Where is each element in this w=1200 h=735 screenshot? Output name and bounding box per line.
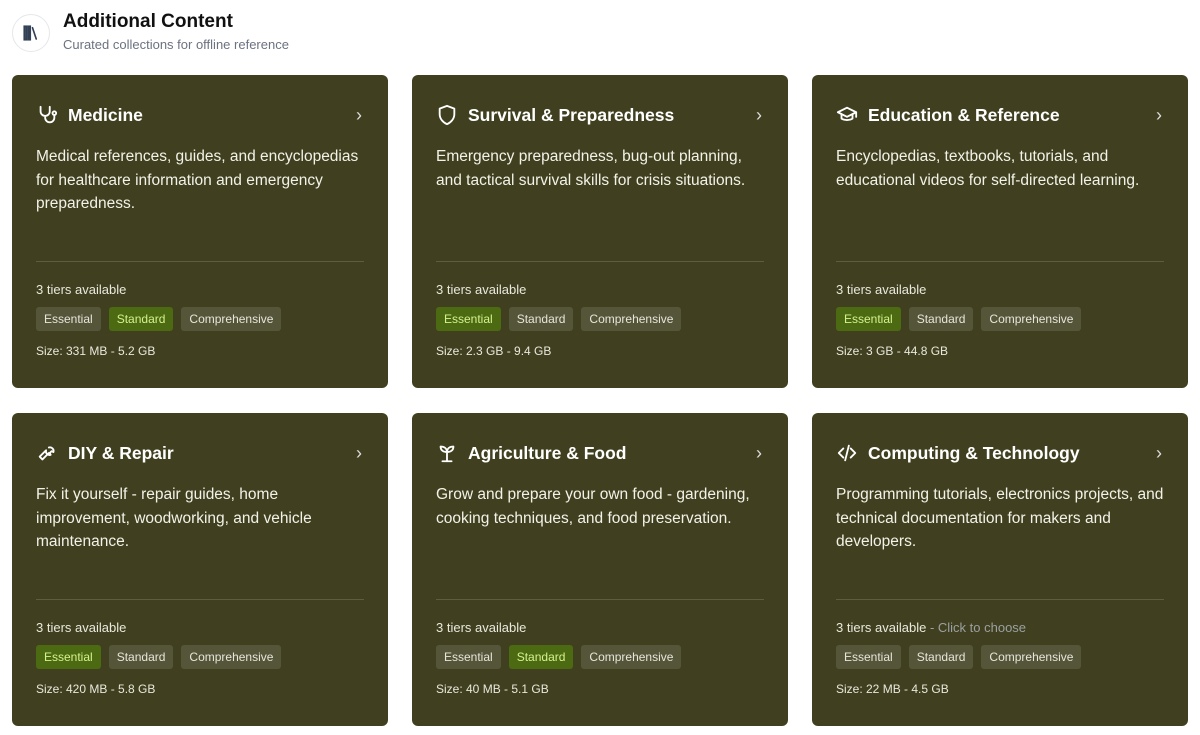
card-title: Agriculture & Food (468, 442, 627, 463)
collection-card-agriculture-food[interactable]: Agriculture & Food › Grow and prepare yo… (412, 413, 788, 726)
card-title: Education & Reference (868, 104, 1060, 125)
tier-chip-comprehensive[interactable]: Comprehensive (181, 645, 282, 669)
code-icon (836, 442, 858, 464)
tier-chips: Essential Standard Comprehensive (836, 307, 1164, 331)
divider (836, 599, 1164, 600)
card-title: DIY & Repair (68, 442, 174, 463)
tier-chip-essential[interactable]: Essential (436, 307, 501, 331)
tier-chips: Essential Standard Comprehensive (436, 645, 764, 669)
tiers-label: 3 tiers available (436, 620, 764, 635)
tier-chip-standard[interactable]: Standard (108, 645, 174, 669)
size-range: Size: 22 MB - 4.5 GB (836, 682, 949, 696)
collection-card-education-reference[interactable]: Education & Reference › Encyclopedias, t… (812, 75, 1188, 388)
tier-chip-standard[interactable]: Standard (508, 645, 574, 669)
tier-chip-comprehensive[interactable]: Comprehensive (981, 645, 1082, 669)
tier-chips: Essential Standard Comprehensive (36, 645, 364, 669)
choose-hint: - Click to choose (926, 620, 1027, 635)
size-range: Size: 2.3 GB - 9.4 GB (436, 344, 552, 358)
tier-chip-standard[interactable]: Standard (908, 307, 974, 331)
graduation-cap-icon (836, 104, 858, 126)
collection-card-medicine[interactable]: Medicine › Medical references, guides, a… (12, 75, 388, 388)
card-description: Emergency preparedness, bug-out planning… (436, 148, 746, 189)
card-description: Programming tutorials, electronics proje… (836, 486, 1164, 550)
card-title: Survival & Preparedness (468, 104, 675, 125)
divider (836, 261, 1164, 262)
divider (436, 599, 764, 600)
tiers-count: 3 tiers available (836, 282, 927, 297)
tiers-count: 3 tiers available (436, 282, 527, 297)
card-title: Medicine (68, 104, 143, 125)
tiers-label: 3 tiers available (36, 620, 364, 635)
tier-chip-comprehensive[interactable]: Comprehensive (581, 307, 682, 331)
size-range: Size: 331 MB - 5.2 GB (36, 344, 156, 358)
chevron-right-icon[interactable]: › (756, 104, 762, 125)
tier-chip-essential[interactable]: Essential (836, 645, 901, 669)
card-title: Computing & Technology (868, 442, 1080, 463)
size-range: Size: 3 GB - 44.8 GB (836, 344, 949, 358)
collection-card-survival-preparedness[interactable]: Survival & Preparedness › Emergency prep… (412, 75, 788, 388)
chevron-right-icon[interactable]: › (1156, 442, 1162, 463)
size-range: Size: 40 MB - 5.1 GB (436, 682, 549, 696)
chevron-right-icon[interactable]: › (356, 442, 362, 463)
wrench-icon (36, 442, 58, 464)
tiers-label: 3 tiers available (436, 282, 764, 297)
tiers-count: 3 tiers available (36, 282, 127, 297)
stethoscope-icon (36, 104, 58, 126)
sprout-icon (436, 442, 458, 464)
chevron-right-icon[interactable]: › (756, 442, 762, 463)
tier-chip-standard[interactable]: Standard (908, 645, 974, 669)
tier-chip-essential[interactable]: Essential (436, 645, 501, 669)
size-range: Size: 420 MB - 5.8 GB (36, 682, 156, 696)
divider (36, 261, 364, 262)
page-header: Additional Content Curated collections f… (12, 10, 289, 52)
card-description: Medical references, guides, and encyclop… (36, 148, 359, 212)
tiers-label: 3 tiers available (36, 282, 364, 297)
tiers-count: 3 tiers available (836, 620, 927, 635)
tiers-count: 3 tiers available (436, 620, 527, 635)
collection-card-computing-technology[interactable]: Computing & Technology › Programming tut… (812, 413, 1188, 726)
tier-chip-essential[interactable]: Essential (36, 645, 101, 669)
page-subtitle: Curated collections for offline referenc… (63, 36, 289, 52)
tier-chip-essential[interactable]: Essential (36, 307, 101, 331)
library-icon (12, 14, 50, 52)
chevron-right-icon[interactable]: › (356, 104, 362, 125)
tiers-label: 3 tiers available - Click to choose (836, 620, 1164, 635)
divider (436, 261, 764, 262)
tiers-label: 3 tiers available (836, 282, 1164, 297)
tier-chips: Essential Standard Comprehensive (436, 307, 764, 331)
tier-chips: Essential Standard Comprehensive (836, 645, 1164, 669)
tier-chip-standard[interactable]: Standard (108, 307, 174, 331)
tier-chip-standard[interactable]: Standard (508, 307, 574, 331)
collection-grid: Medicine › Medical references, guides, a… (12, 75, 1188, 726)
chevron-right-icon[interactable]: › (1156, 104, 1162, 125)
divider (36, 599, 364, 600)
tiers-count: 3 tiers available (36, 620, 127, 635)
tier-chip-comprehensive[interactable]: Comprehensive (581, 645, 682, 669)
tier-chips: Essential Standard Comprehensive (36, 307, 364, 331)
tier-chip-essential[interactable]: Essential (836, 307, 901, 331)
tier-chip-comprehensive[interactable]: Comprehensive (981, 307, 1082, 331)
card-description: Encyclopedias, textbooks, tutorials, and… (836, 148, 1140, 189)
card-description: Fix it yourself - repair guides, home im… (36, 486, 312, 550)
tier-chip-comprehensive[interactable]: Comprehensive (181, 307, 282, 331)
card-description: Grow and prepare your own food - gardeni… (436, 486, 750, 527)
collection-card-diy-repair[interactable]: DIY & Repair › Fix it yourself - repair … (12, 413, 388, 726)
page-title: Additional Content (63, 10, 233, 32)
shield-icon (436, 104, 458, 126)
